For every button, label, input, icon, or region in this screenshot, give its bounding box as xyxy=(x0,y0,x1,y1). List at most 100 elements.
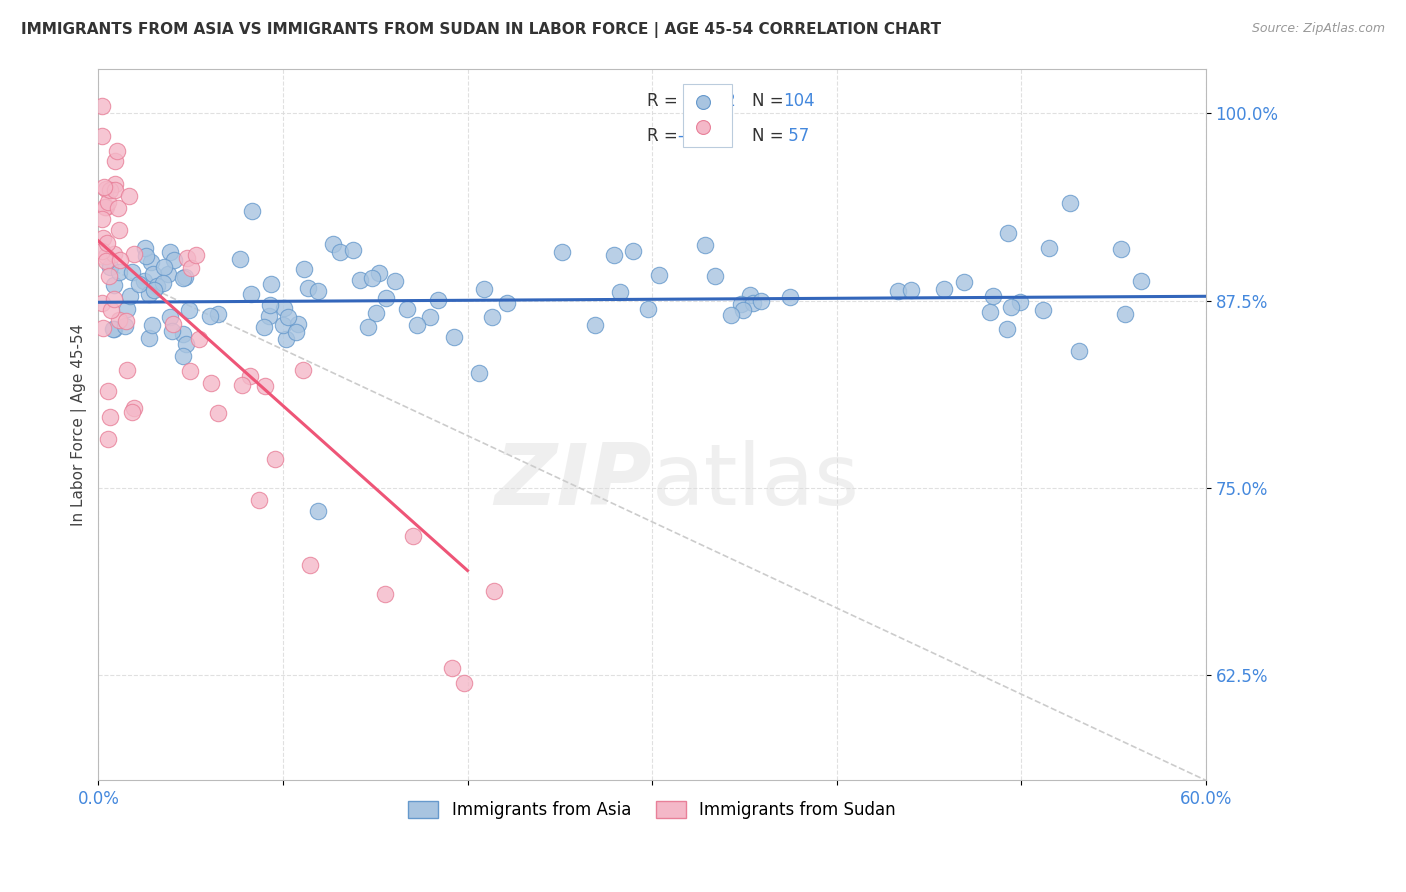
Point xyxy=(139,255,162,269)
Point xyxy=(138,286,160,301)
Point xyxy=(96,182,118,196)
Point xyxy=(292,262,315,277)
Point xyxy=(121,265,143,279)
Point xyxy=(107,313,129,327)
Point xyxy=(94,200,117,214)
Point xyxy=(482,583,505,598)
Point xyxy=(637,301,659,316)
Point xyxy=(142,267,165,281)
Point xyxy=(583,318,606,333)
Point xyxy=(427,293,450,307)
Point xyxy=(1114,307,1136,321)
Point xyxy=(91,211,114,226)
Text: R =: R = xyxy=(647,92,682,110)
Point xyxy=(122,401,145,416)
Point xyxy=(551,244,574,259)
Point xyxy=(100,302,122,317)
Point xyxy=(94,200,117,214)
Point xyxy=(731,303,754,318)
Point xyxy=(647,268,669,282)
Point xyxy=(91,321,114,335)
Point xyxy=(135,249,157,263)
Text: N =: N = xyxy=(752,128,794,145)
Point xyxy=(91,230,114,244)
Point xyxy=(163,252,186,267)
Point xyxy=(104,183,127,197)
Point xyxy=(453,676,475,690)
Point xyxy=(176,251,198,265)
Point xyxy=(207,307,229,321)
Point xyxy=(621,244,644,258)
Point xyxy=(247,492,270,507)
Point xyxy=(103,292,125,306)
Point xyxy=(239,369,262,384)
Point xyxy=(981,289,1004,303)
Y-axis label: In Labor Force | Age 45-54: In Labor Force | Age 45-54 xyxy=(72,323,87,525)
Point xyxy=(187,333,209,347)
Point xyxy=(96,235,118,250)
Point xyxy=(997,227,1019,241)
Point xyxy=(276,332,298,346)
Text: R =: R = xyxy=(647,128,682,145)
Text: atlas: atlas xyxy=(652,440,860,523)
Point xyxy=(1130,274,1153,288)
Point xyxy=(172,349,194,363)
Point xyxy=(979,304,1001,318)
Point xyxy=(98,409,121,424)
Point xyxy=(730,297,752,311)
Text: IMMIGRANTS FROM ASIA VS IMMIGRANTS FROM SUDAN IN LABOR FORCE | AGE 45-54 CORRELA: IMMIGRANTS FROM ASIA VS IMMIGRANTS FROM … xyxy=(21,22,941,38)
Point xyxy=(291,363,314,377)
Point xyxy=(264,452,287,467)
Point xyxy=(468,367,491,381)
Point xyxy=(115,363,138,377)
Point xyxy=(443,330,465,344)
Point xyxy=(107,223,129,237)
Text: N =: N = xyxy=(752,92,789,110)
Point xyxy=(357,320,380,334)
Text: 104: 104 xyxy=(783,92,814,110)
Point xyxy=(720,309,742,323)
Point xyxy=(693,238,716,252)
Point xyxy=(887,285,910,299)
Point xyxy=(368,266,391,280)
Point xyxy=(342,243,364,257)
Point xyxy=(1109,242,1132,256)
Point xyxy=(118,189,141,203)
Point xyxy=(156,267,179,281)
Point xyxy=(277,310,299,324)
Point xyxy=(440,661,463,675)
Point xyxy=(114,313,136,327)
Point xyxy=(103,322,125,336)
Point xyxy=(307,284,329,298)
Point xyxy=(122,247,145,261)
Point xyxy=(257,309,280,323)
Point xyxy=(91,244,114,259)
Point xyxy=(103,247,125,261)
Point xyxy=(1038,241,1060,255)
Point xyxy=(153,260,176,275)
Point xyxy=(93,179,115,194)
Point xyxy=(481,310,503,324)
Point xyxy=(703,269,725,284)
Point xyxy=(995,322,1018,336)
Point xyxy=(104,153,127,168)
Point xyxy=(322,237,344,252)
Point xyxy=(200,376,222,391)
Point xyxy=(141,318,163,332)
Text: -0.294: -0.294 xyxy=(678,128,731,145)
Point xyxy=(375,291,398,305)
Point xyxy=(231,377,253,392)
Point xyxy=(273,318,295,333)
Point xyxy=(396,302,419,317)
Point xyxy=(96,254,118,268)
Point xyxy=(779,290,801,304)
Text: 0.032: 0.032 xyxy=(683,92,735,110)
Point xyxy=(299,558,322,572)
Point xyxy=(254,379,277,393)
Point xyxy=(179,364,201,378)
Point xyxy=(366,306,388,320)
Point xyxy=(287,318,309,332)
Point xyxy=(132,274,155,288)
Point xyxy=(1069,344,1091,359)
Point xyxy=(97,194,120,209)
